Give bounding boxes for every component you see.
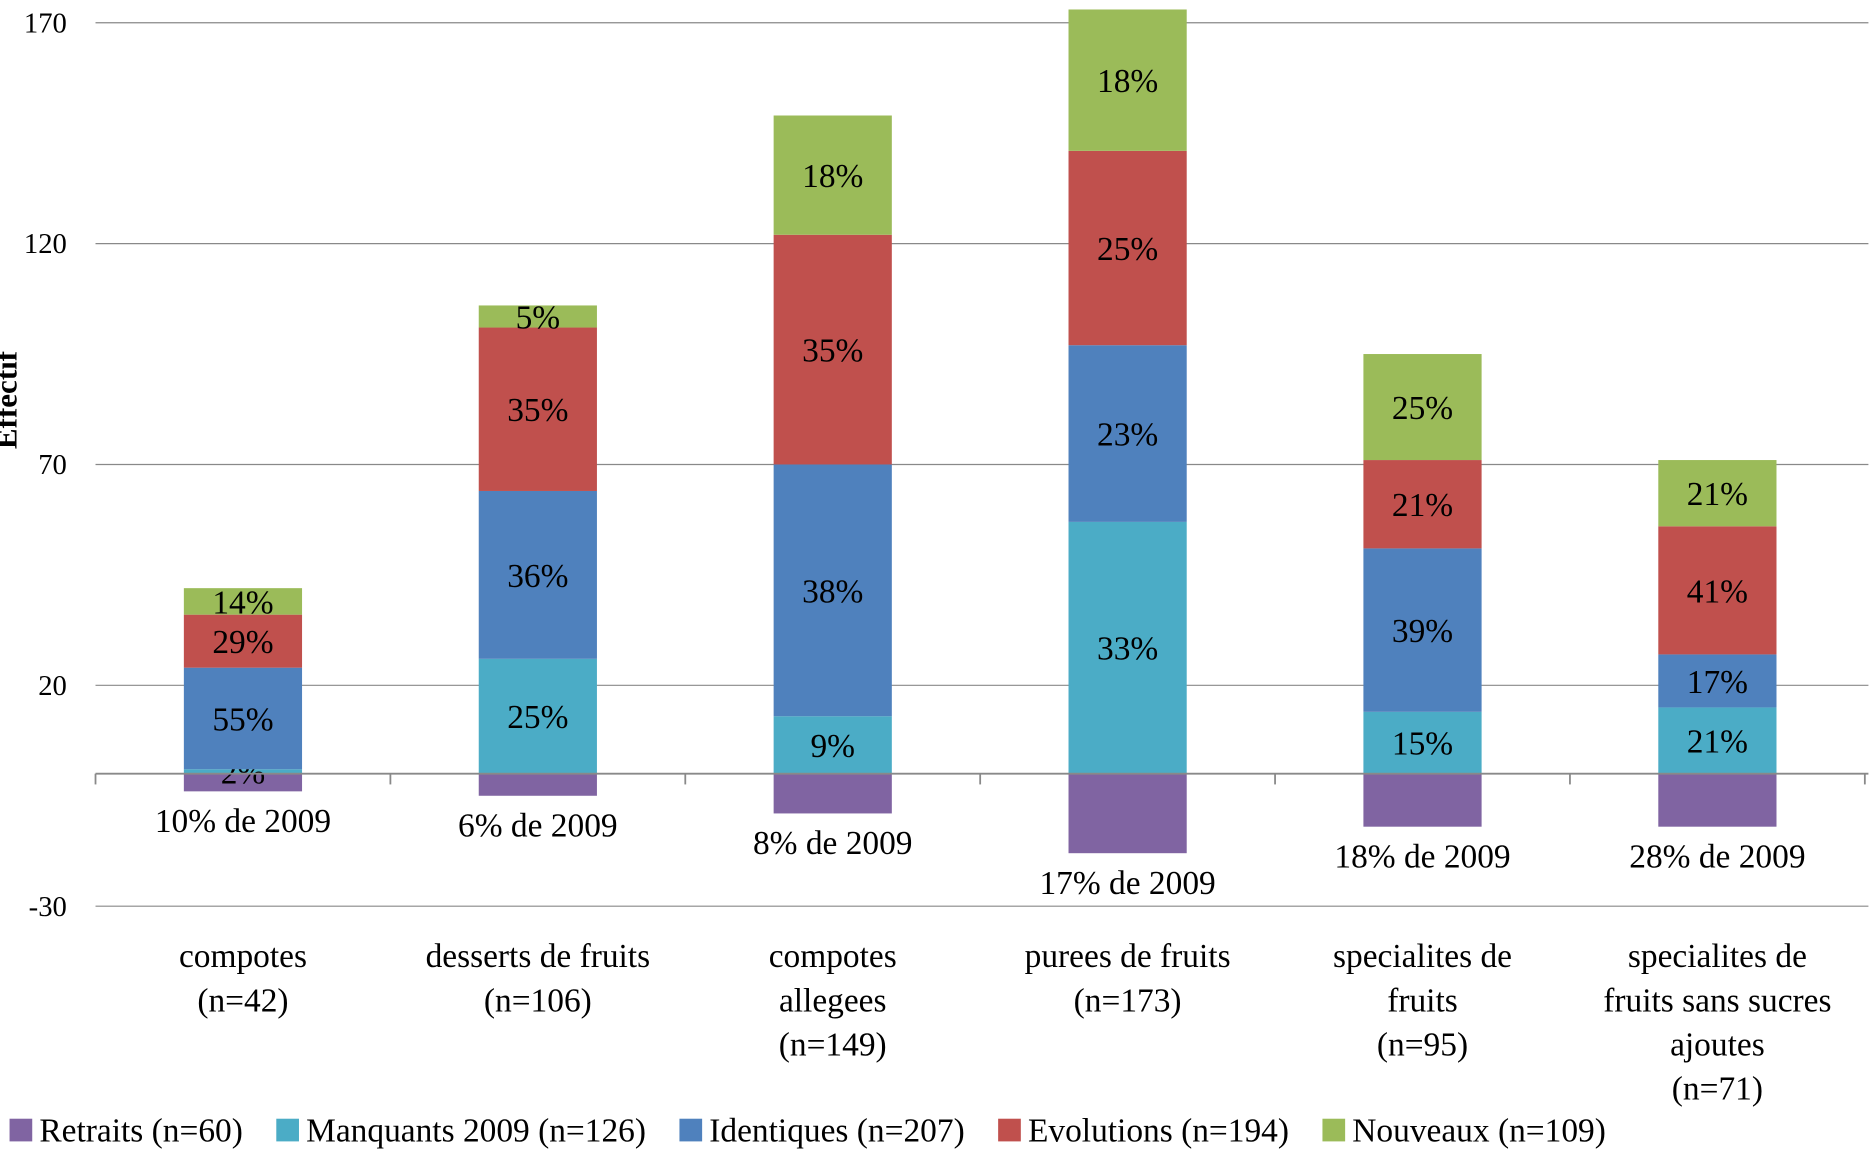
data-label: 18% de 2009 (1334, 838, 1510, 875)
bar-segment (1363, 354, 1482, 461)
bar-segment (1658, 654, 1777, 708)
data-label: 29% (212, 624, 273, 661)
x-tick-label: desserts de fruits (n=106) (426, 938, 651, 1019)
legend-label: Identiques (n=207) (709, 1112, 964, 1149)
bar-segment (773, 716, 892, 774)
bar-segment (478, 658, 597, 774)
x-tick-label: compotes (n=42) (179, 938, 307, 1019)
legend-swatch (9, 1118, 33, 1142)
bar-segment (183, 588, 303, 615)
legend-label: Manquants 2009 (n=126) (306, 1112, 646, 1149)
bar-segment (183, 773, 303, 792)
data-label: 25% (507, 699, 568, 736)
x-tick-label: compotes allegees (n=149) (769, 938, 897, 1063)
bar-segment (773, 464, 892, 717)
data-label: 36% (507, 558, 568, 595)
x-tick-label: specialites de fruits sans sucres ajoutes(… (1603, 938, 1831, 1108)
data-label: 35% (802, 333, 863, 370)
legend-swatch (276, 1118, 299, 1142)
bar-segment (773, 773, 892, 814)
data-label: 21% (1687, 476, 1748, 513)
bar-segment (183, 769, 303, 774)
bar-segment (1658, 773, 1777, 827)
y-tick-label: 70 (38, 449, 67, 481)
bar-segment (478, 305, 597, 328)
bar-segment (1363, 773, 1482, 827)
y-tick-label: -30 (29, 891, 67, 923)
data-label: 17% (1687, 664, 1748, 701)
bar-segment (1068, 521, 1187, 774)
data-label: 28% de 2009 (1629, 838, 1805, 875)
bar-segment (1068, 9, 1187, 151)
data-label: 15% (1392, 726, 1453, 763)
y-tick-label: 20 (38, 670, 67, 702)
data-label: 14% (212, 584, 273, 621)
bar-segment (773, 234, 892, 465)
data-label: 21% (1687, 723, 1748, 760)
bar-segment (1363, 460, 1482, 549)
x-tick-label: specialites de fruits (n=95) (1333, 938, 1512, 1063)
bar-segment (1363, 711, 1482, 774)
bar-segment (1658, 526, 1777, 655)
data-label: 18% (1097, 63, 1158, 100)
data-label: 23% (1097, 416, 1158, 453)
bar-segment (478, 490, 597, 659)
data-label: 17% de 2009 (1039, 865, 1215, 902)
bar-segment (1068, 345, 1187, 522)
data-label: 55% (212, 701, 273, 738)
bar-segment (773, 115, 892, 235)
bar-segment (1068, 773, 1187, 854)
legend-label: Retraits (n=60) (39, 1112, 242, 1149)
data-label: 41% (1687, 573, 1748, 610)
data-label: 6% de 2009 (458, 807, 618, 844)
bar-segment (183, 614, 303, 668)
bar-segment (1363, 548, 1482, 712)
legend-swatch (679, 1118, 703, 1142)
data-label: 33% (1097, 631, 1158, 668)
bar-segment (478, 327, 597, 491)
data-label: 9% (810, 728, 855, 765)
legend-swatch (1322, 1118, 1346, 1142)
y-tick-label: 170 (24, 7, 67, 39)
legend-swatch (998, 1118, 1021, 1142)
y-tick-label: 120 (24, 228, 67, 260)
bar-segment (1658, 707, 1777, 774)
y-axis-label: Effectif (0, 350, 24, 449)
bar-segment (183, 667, 303, 770)
legend-label: Evolutions (n=194) (1028, 1112, 1289, 1149)
data-label: 35% (507, 392, 568, 429)
data-label: 10% de 2009 (155, 803, 331, 840)
bar-segment (1068, 150, 1187, 346)
data-label: 25% (1392, 390, 1453, 427)
x-tick-label: purees de fruits (n=173) (1025, 938, 1231, 1019)
data-label: 25% (1097, 231, 1158, 268)
data-label: 5% (516, 299, 561, 336)
legend-label: Nouveaux (n=109) (1352, 1112, 1606, 1149)
data-label: 39% (1392, 613, 1453, 650)
bar-segment (1658, 460, 1777, 527)
bar-segment (478, 773, 597, 796)
data-label: 18% (802, 158, 863, 195)
data-label: 21% (1392, 487, 1453, 524)
data-label: 8% de 2009 (753, 825, 913, 862)
data-label: 38% (802, 573, 863, 610)
